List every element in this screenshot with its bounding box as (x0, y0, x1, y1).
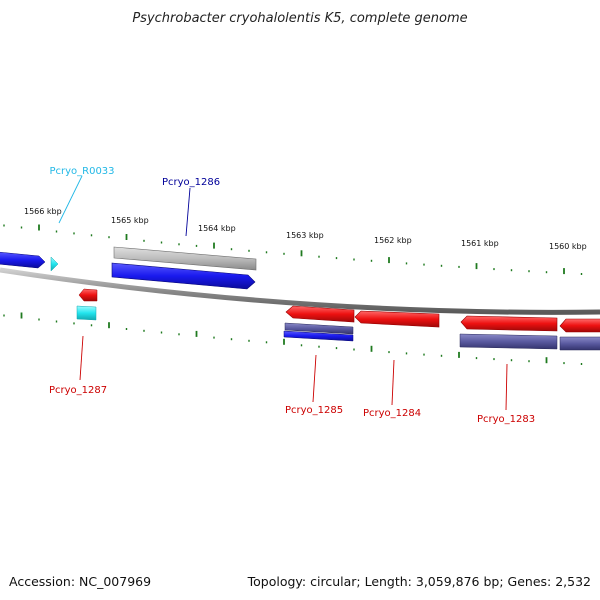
label-leader-line (312, 354, 317, 403)
scale-label: 1561 kbp (461, 239, 499, 248)
genome-summary-text: Topology: circular; Length: 3,059,876 bp… (247, 574, 591, 589)
scale-label: 1564 kbp (198, 224, 236, 233)
scale-label: 1563 kbp (286, 231, 324, 240)
gene-label-forward[interactable]: Pcryo_1286 (162, 177, 220, 188)
gene-arrow-forward[interactable] (0, 251, 46, 269)
gene-arrow-reverse[interactable] (285, 305, 355, 323)
cds-track-forward[interactable] (113, 246, 257, 271)
outer-scale-ticks (3, 224, 583, 275)
gene-label-reverse[interactable]: Pcryo_1284 (363, 408, 421, 419)
cds-track-reverse[interactable] (284, 322, 354, 335)
label-leader-line (505, 363, 508, 411)
gene-label-rna[interactable]: Pcryo_R0033 (49, 166, 114, 177)
inner-scale-ticks (3, 312, 583, 365)
rna-arrow-forward[interactable] (50, 256, 59, 272)
rna-box-reverse[interactable] (76, 305, 97, 321)
cds-track-forward-blue[interactable] (283, 330, 354, 342)
gene-label-reverse[interactable]: Pcryo_1283 (477, 414, 535, 425)
label-leader-line (58, 175, 83, 224)
scale-label: 1566 kbp (24, 207, 62, 216)
scale-label: 1565 kbp (111, 216, 149, 225)
cds-track-reverse[interactable] (459, 333, 558, 350)
gene-arrow-reverse[interactable] (559, 318, 600, 333)
gene-arrow-forward[interactable] (111, 262, 256, 290)
label-leader-line (185, 187, 191, 237)
accession-text: Accession: NC_007969 (9, 574, 151, 589)
label-leader-line (391, 359, 395, 406)
gene-arrow-reverse[interactable] (460, 315, 558, 332)
scale-label: 1560 kbp (549, 242, 587, 251)
label-leader-line (79, 335, 84, 381)
scale-label: 1562 kbp (374, 236, 412, 245)
map-title: Psychrobacter cryohalolentis K5, complet… (132, 11, 467, 26)
gene-arrow-reverse[interactable] (78, 288, 98, 302)
scale-labels: 1566 kbp 1565 kbp 1564 kbp 1563 kbp 1562… (24, 207, 587, 251)
genome-backbone (0, 267, 600, 315)
gene-label-reverse[interactable]: Pcryo_1285 (285, 405, 343, 416)
gene-label-reverse[interactable]: Pcryo_1287 (49, 385, 107, 396)
gene-arrow-reverse[interactable] (354, 310, 440, 328)
cds-track-reverse[interactable] (559, 336, 600, 351)
